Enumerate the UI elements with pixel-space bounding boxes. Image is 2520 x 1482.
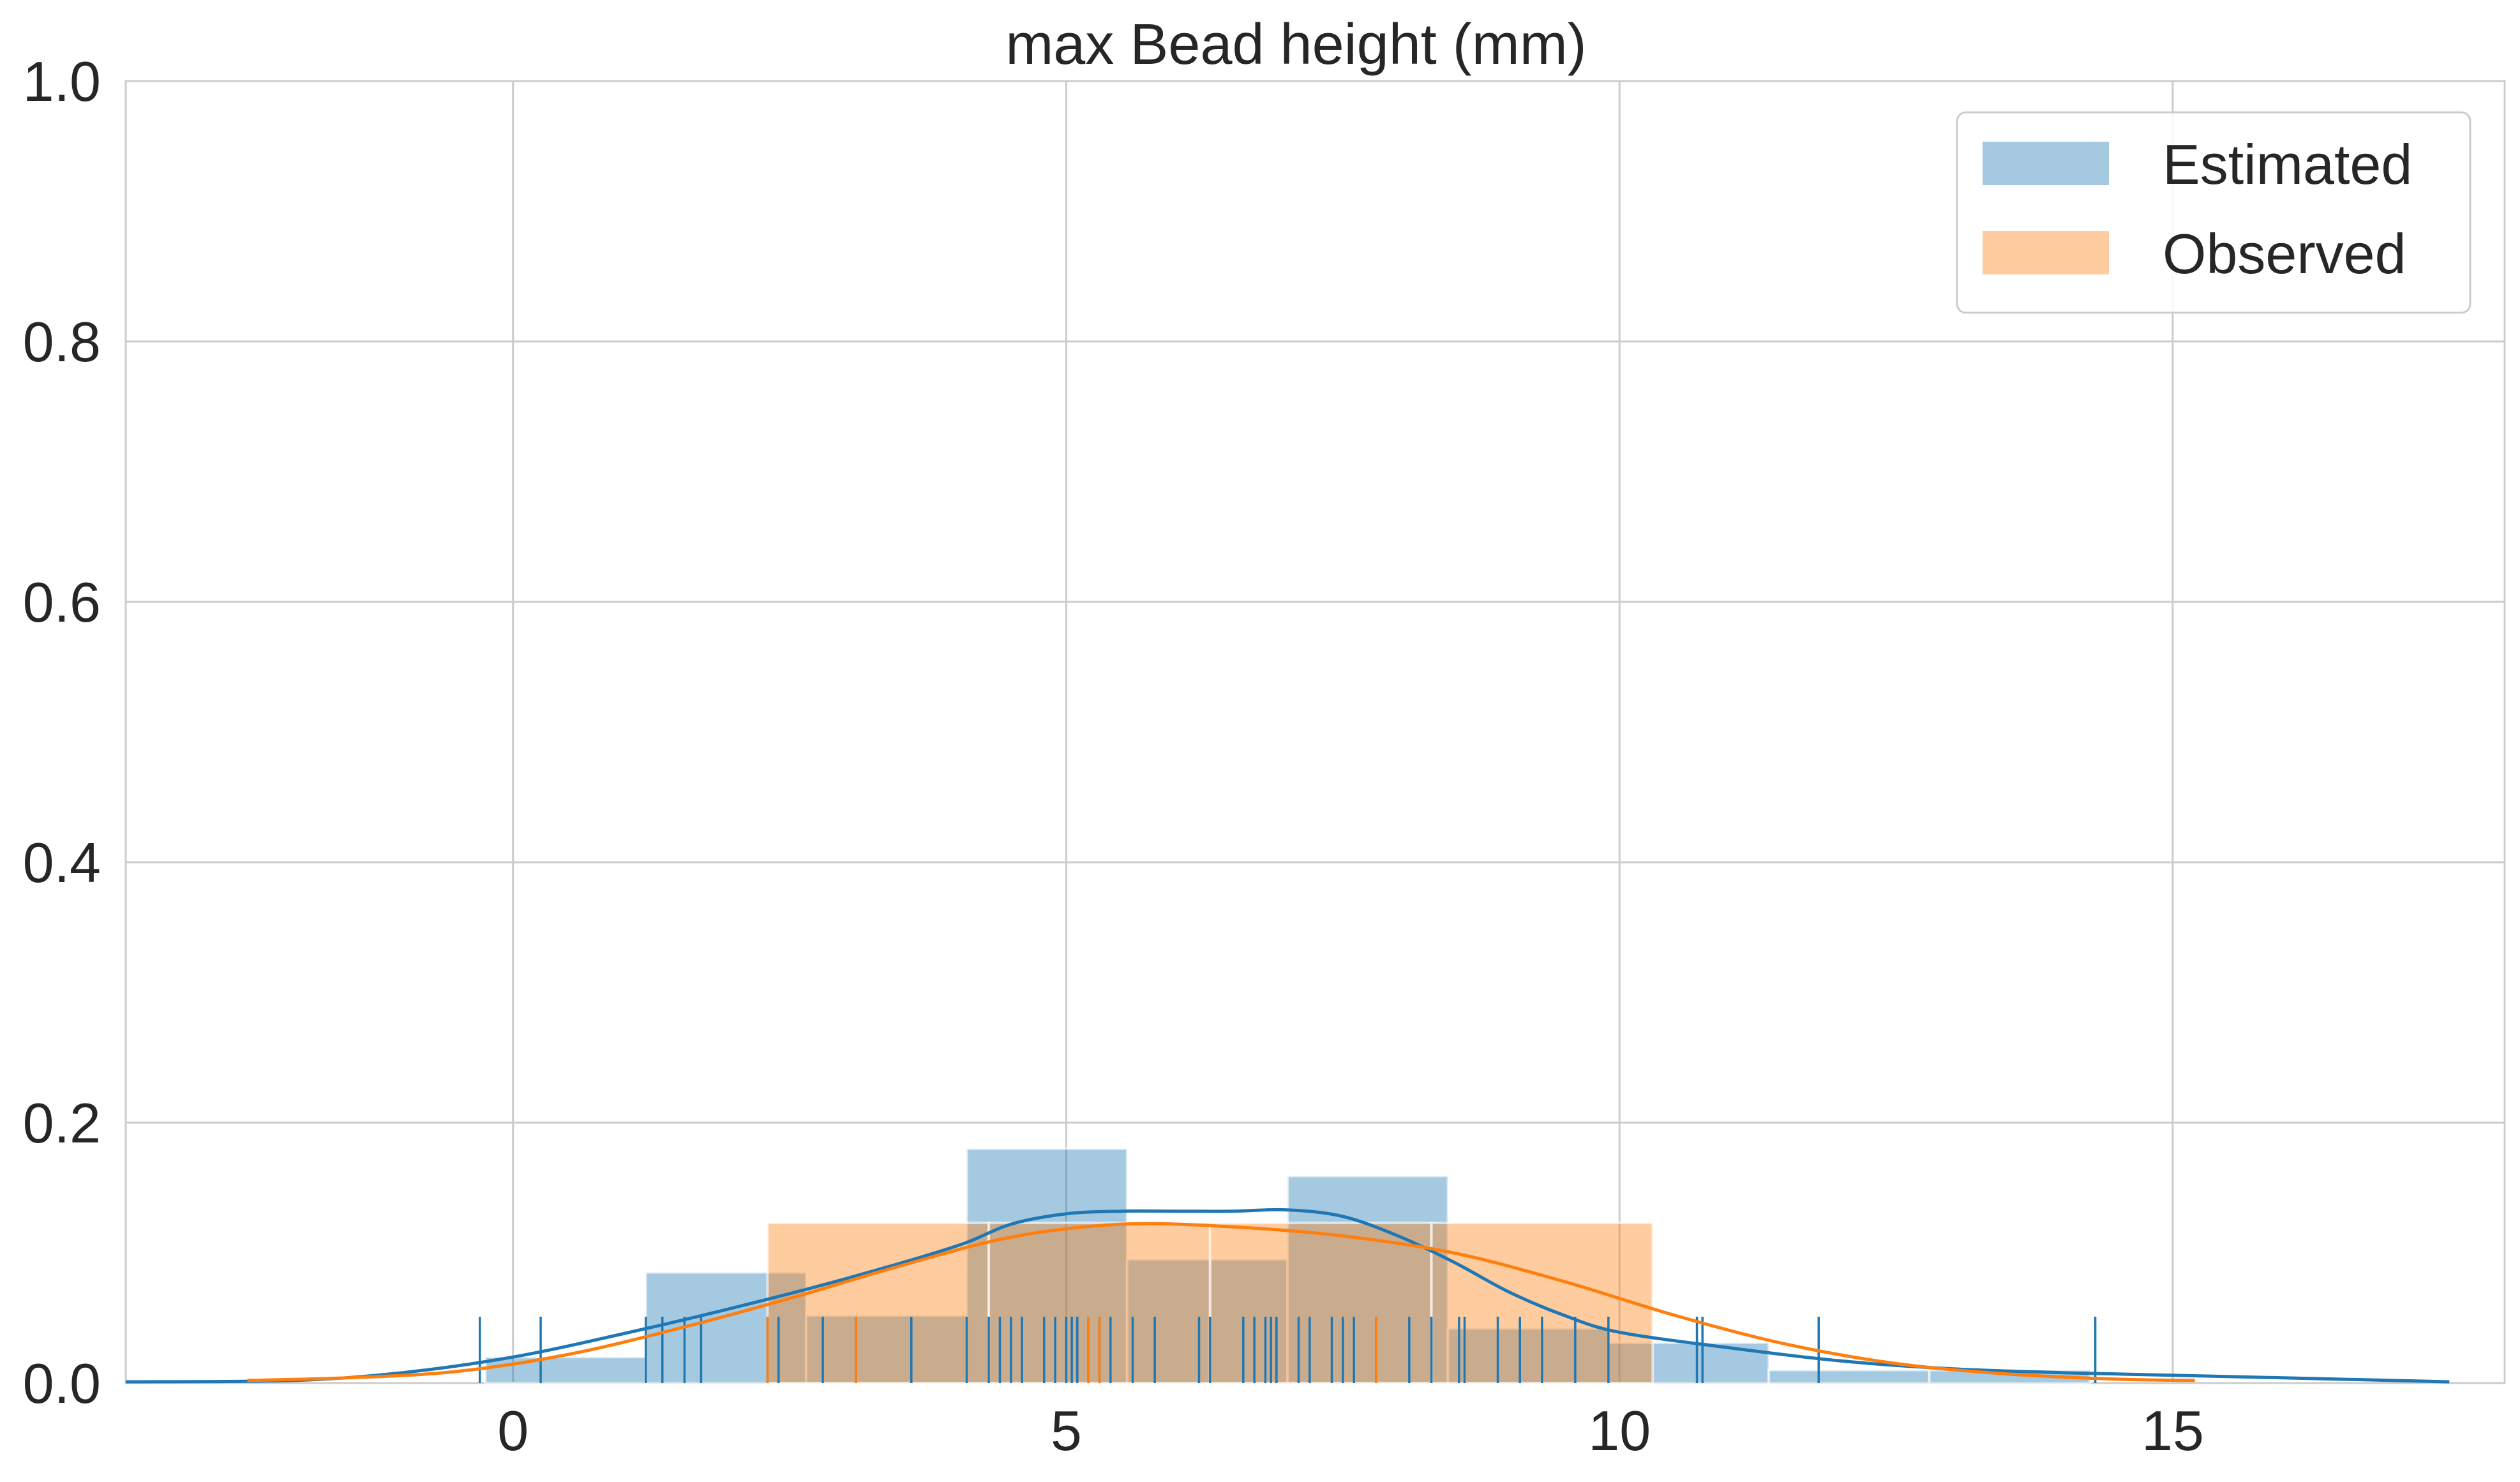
x-tick-label: 0 (497, 1399, 529, 1462)
legend-label-estimated: Estimated (2163, 133, 2412, 196)
legend-box (1956, 111, 2471, 314)
histogram-bar-estimated (1767, 1368, 1931, 1385)
kde-curves (125, 1208, 2450, 1384)
histogram-bars (484, 1147, 2091, 1385)
y-tick-label: 0.4 (23, 831, 101, 894)
legend: Estimated Observed (1956, 111, 2471, 314)
x-tick-label: 10 (1588, 1399, 1651, 1462)
rug-marks (478, 1317, 2097, 1383)
legend-label-observed: Observed (2163, 222, 2406, 285)
x-tick-label: 15 (2141, 1399, 2204, 1462)
chart-title: max Bead height (mm) (1005, 13, 1586, 77)
legend-swatch-estimated (1983, 142, 2109, 185)
histogram-bar-observed (766, 1222, 991, 1384)
histogram-bar-estimated (805, 1314, 968, 1384)
y-tick-label: 0.6 (23, 571, 101, 634)
x-tick-label: 5 (1051, 1399, 1082, 1462)
y-tick-label: 0.0 (23, 1352, 101, 1415)
tick-labels: 0 5 10 15 0.0 0.2 0.4 0.6 0.8 1.0 (23, 50, 2204, 1462)
kde-line-observed (247, 1222, 2195, 1382)
histogram-bar-observed (1208, 1222, 1433, 1384)
kde-line-estimated (125, 1208, 2450, 1384)
y-tick-label: 0.8 (23, 310, 101, 373)
y-tick-label: 1.0 (23, 50, 101, 113)
y-tick-label: 0.2 (23, 1091, 101, 1155)
histogram-bar-estimated (484, 1356, 647, 1384)
legend-swatch-observed (1983, 231, 2109, 274)
